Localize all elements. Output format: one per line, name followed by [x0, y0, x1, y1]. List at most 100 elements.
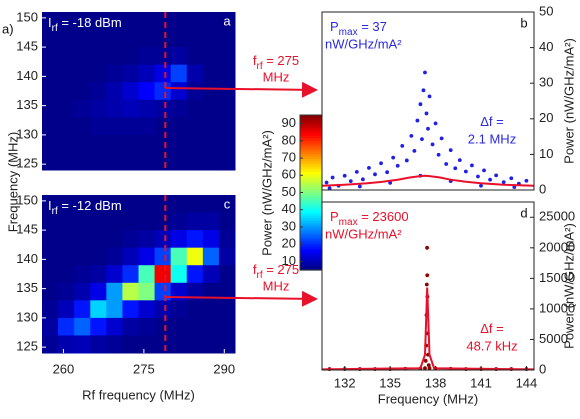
subscript: rf: [257, 61, 263, 72]
annotation: MHz: [263, 278, 290, 293]
heat-cell: [106, 265, 123, 284]
symbol: I: [48, 15, 52, 30]
colorbar-band: [300, 195, 322, 199]
heat-cell: [58, 29, 75, 48]
heat-cell: [138, 99, 156, 118]
heat-cell: [90, 265, 107, 284]
colorbar-band: [300, 236, 322, 240]
heat-cell: [74, 195, 91, 214]
data-point: [470, 163, 474, 168]
colorbar-band: [300, 259, 322, 263]
heat-cell: [42, 99, 59, 118]
heat-cell: [138, 247, 156, 266]
y-tick-label: 25000: [539, 209, 575, 224]
colorbar-band: [300, 241, 322, 245]
heat-cell: [202, 317, 220, 336]
heat-cell: [154, 335, 172, 354]
text: = 23600: [358, 209, 409, 224]
heat-cell: [218, 195, 236, 214]
y-tick-label: 5000: [539, 331, 568, 346]
heat-cell: [74, 99, 91, 118]
fit-line: [321, 287, 535, 371]
symbol: f: [253, 262, 257, 277]
heat-cell: [186, 230, 204, 249]
heat-cell: [42, 195, 59, 214]
heat-cell: [170, 47, 188, 66]
heat-cell: [186, 64, 204, 83]
colorbar-band: [300, 182, 322, 186]
heat-cell: [106, 134, 123, 153]
heat-cell: [186, 265, 204, 284]
annotation: nW/GHz/mA²: [325, 226, 402, 241]
heat-cell: [42, 335, 59, 354]
y-tick-label: 150: [16, 192, 38, 207]
heat-cell: [42, 64, 59, 83]
colorbar-tick-label: 60: [282, 167, 296, 182]
heat-cell: [106, 195, 123, 214]
heat-cell: [154, 29, 172, 48]
symbol: f: [253, 53, 257, 68]
heat-cell: [58, 64, 75, 83]
heat-cell: [170, 212, 188, 231]
colorbar-band: [300, 143, 322, 147]
data-point: [424, 282, 429, 287]
colorbar-tick-label: 20: [282, 236, 296, 251]
data-point: [494, 173, 499, 178]
data-point: [391, 155, 396, 160]
annotation: Irf = -18 dBm: [48, 15, 122, 33]
heat-cell: [154, 47, 172, 66]
data-point: [324, 180, 329, 185]
heat-cell: [202, 134, 220, 153]
data-point: [433, 121, 438, 126]
heat-cell: [74, 230, 91, 249]
annotation: frf = 275: [253, 53, 299, 71]
heat-cell: [218, 230, 236, 249]
data-point: [423, 70, 427, 75]
data-point: [430, 142, 435, 147]
y-tick-label: 10: [539, 146, 553, 161]
heat-cell: [74, 64, 91, 83]
heat-cell: [58, 212, 75, 231]
panel-letter: c: [224, 196, 231, 211]
heat-cell: [218, 265, 236, 284]
heat-cell: [186, 12, 204, 31]
colorbar-band: [300, 138, 322, 142]
symbol: I: [48, 198, 52, 213]
heat-cell: [90, 230, 107, 249]
heat-cell: [74, 317, 91, 336]
text: = 275: [263, 262, 300, 277]
symbol: P: [330, 19, 339, 34]
heat-cell: [202, 82, 220, 101]
heat-cell: [74, 12, 91, 31]
heat-cell: [58, 117, 75, 136]
y-tick-label: 135: [16, 280, 38, 295]
heat-cell: [154, 230, 172, 249]
heat-cell: [122, 29, 139, 48]
fit-line: [321, 174, 535, 187]
heat-cell: [202, 195, 220, 214]
y-tick-label: 50: [539, 3, 553, 18]
heat-cell: [74, 265, 91, 284]
y-axis-label: Power (nW/GHz/mA²): [561, 223, 576, 349]
data-point: [423, 366, 427, 371]
colorbar-band: [300, 210, 322, 214]
heat-cell: [58, 47, 75, 66]
colorbar-band: [300, 130, 322, 134]
heat-cell: [154, 117, 172, 136]
heat-cell: [90, 195, 107, 214]
panel-letter: a: [223, 13, 231, 28]
data-point: [439, 136, 444, 141]
annotation: MHz: [263, 69, 290, 84]
heat-cell: [90, 64, 107, 83]
heat-cell: [122, 317, 139, 336]
data-point: [373, 172, 377, 177]
y-tick-label: 140: [16, 68, 38, 83]
data-point: [423, 358, 428, 363]
y-tick-label: 30: [539, 75, 553, 90]
plot-frame: [321, 11, 535, 191]
heat-cell: [106, 12, 123, 31]
y-tick-label: 135: [16, 97, 38, 112]
data-point: [476, 174, 480, 179]
data-point: [327, 186, 332, 191]
colorbar-band: [300, 187, 322, 191]
